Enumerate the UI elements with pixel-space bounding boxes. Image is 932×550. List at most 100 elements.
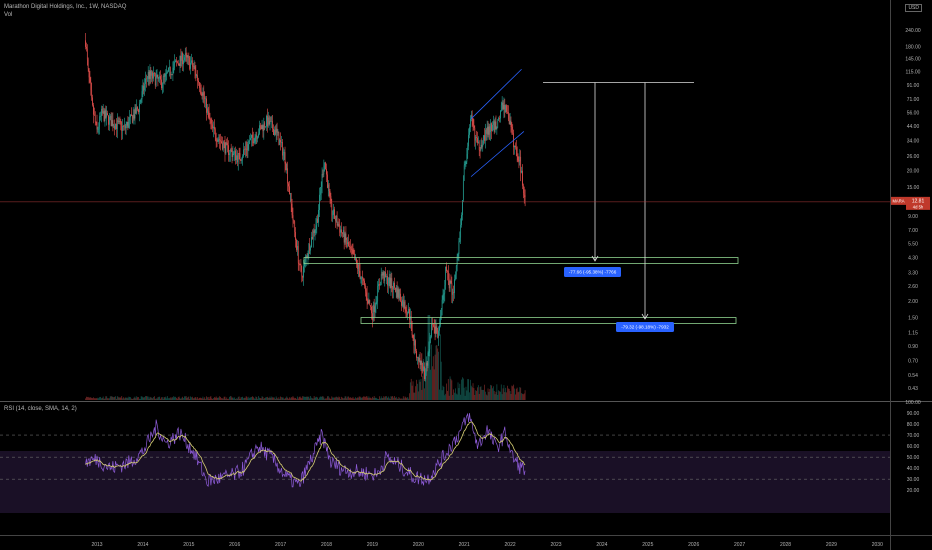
volume-bar-105 <box>177 397 179 400</box>
volume-bar-122 <box>192 398 194 400</box>
price-axis[interactable]: 240.00 180.00 145.00 115.00 91.00 71.00 56.00 4… <box>891 28 930 392</box>
volume-bar-208 <box>268 397 270 400</box>
price-candles[interactable] <box>85 32 526 382</box>
candle-body-206 <box>267 115 268 127</box>
volume-bar-492 <box>519 387 521 400</box>
volume-bar-312 <box>360 397 362 400</box>
volume-bar-248 <box>304 396 305 400</box>
candle-body-71 <box>147 72 149 77</box>
volume-bar-279 <box>331 396 333 400</box>
volume-bar-444 <box>477 387 478 400</box>
volume-bar-307 <box>356 398 357 400</box>
volume-bar-389 <box>428 315 430 400</box>
volume-bar-116 <box>187 397 189 400</box>
volume-bar-212 <box>272 397 274 400</box>
volume-bar-287 <box>338 396 340 400</box>
candle-body-39 <box>119 121 121 122</box>
volume-bar-243 <box>299 396 301 400</box>
year-label-2020: 2020 <box>413 542 424 548</box>
volume-bar-425 <box>460 394 462 400</box>
candle-body-397 <box>435 326 437 334</box>
currency-button[interactable]: USD <box>905 4 922 12</box>
candle-body-131 <box>200 91 202 94</box>
candle-body-183 <box>246 149 248 151</box>
volume-bar-203 <box>264 398 266 400</box>
volume-bar-374 <box>415 386 417 400</box>
candle-body-89 <box>163 76 165 77</box>
candle-body-264 <box>318 209 319 223</box>
volume-bar-175 <box>239 398 241 400</box>
candle-body-197 <box>259 125 260 134</box>
drawing-overlays[interactable]: -77.66 (-95.38%) -7766 -79.32 (-98.18%) -… <box>0 68 890 332</box>
candle-body-138 <box>206 108 208 113</box>
candle-body-279 <box>331 202 333 215</box>
year-label-2021: 2021 <box>459 542 470 548</box>
candle-body-490 <box>517 156 519 161</box>
candle-body-95 <box>169 66 170 68</box>
candle-body-386 <box>425 362 427 373</box>
candle-body-272 <box>325 162 326 170</box>
volume-bar-33 <box>114 396 116 400</box>
candle-body-15 <box>98 126 100 130</box>
volume-bar-93 <box>167 396 169 400</box>
volume-bar-434 <box>468 379 470 400</box>
volume-bar-44 <box>123 398 125 400</box>
candle-body-371 <box>412 335 414 339</box>
candle-body-201 <box>262 125 264 132</box>
candle-body-140 <box>208 111 210 118</box>
rsi-tick-50.00: 50.00 <box>907 455 920 461</box>
candle-body-154 <box>221 141 222 144</box>
candle-body-366 <box>408 309 409 314</box>
candle-body-148 <box>215 137 217 141</box>
candle-body-285 <box>336 216 338 226</box>
candle-body-374 <box>415 340 417 352</box>
candle-body-476 <box>505 105 507 113</box>
candle-body-410 <box>447 271 448 272</box>
candle-body-121 <box>191 60 193 67</box>
volume-bar-146 <box>213 397 215 400</box>
volume-bar-258 <box>312 398 314 400</box>
year-label-2028: 2028 <box>780 542 791 548</box>
candle-body-433 <box>467 146 469 155</box>
volume-bar-199 <box>260 398 262 400</box>
volume-bar-9 <box>93 397 94 400</box>
candle-body-40 <box>120 121 122 124</box>
candle-body-163 <box>229 153 230 155</box>
candle-body-442 <box>475 137 477 141</box>
candle-body-401 <box>439 325 440 331</box>
volume-label: Vol <box>4 12 13 18</box>
candle-body-214 <box>274 129 275 136</box>
candle-body-133 <box>202 92 204 96</box>
candle-body-414 <box>450 280 452 284</box>
volume-bar-458 <box>489 389 491 400</box>
candle-body-300 <box>349 246 351 248</box>
candle-body-251 <box>306 256 308 258</box>
candle-body-5 <box>89 77 91 83</box>
volume-bar-291 <box>341 397 343 400</box>
rsi-axis[interactable]: 100.00 90.00 80.00 70.00 60.00 50.00 40.00 30.0… <box>905 400 921 494</box>
candle-body-117 <box>188 56 190 58</box>
volume-bar-302 <box>351 398 353 400</box>
candle-body-200 <box>261 125 263 130</box>
price-tick-180.00: 180.00 <box>905 44 921 50</box>
volume-bar-223 <box>281 397 283 400</box>
candle-body-296 <box>346 239 348 245</box>
year-label-2015: 2015 <box>183 542 194 548</box>
price-tick-2.00: 2.00 <box>908 299 918 305</box>
candle-body-277 <box>329 191 331 197</box>
candle-body-252 <box>307 253 309 258</box>
time-axis[interactable]: 2013 2014 2015 2016 2017 2018 2019 2020 2021 2022… <box>91 542 883 548</box>
volume-bar-494 <box>521 393 522 400</box>
candle-body-263 <box>317 218 319 223</box>
candle-body-104 <box>176 61 178 63</box>
candle-body-418 <box>454 279 455 293</box>
price-symbol-badge-bg <box>891 196 906 205</box>
volume-bar-384 <box>424 388 425 400</box>
volume-bar-205 <box>266 397 267 400</box>
candle-body-333 <box>379 284 380 286</box>
candle-body-142 <box>210 118 212 123</box>
volume-bar-171 <box>236 398 237 400</box>
volume-bar-457 <box>488 391 490 400</box>
volume-bar-348 <box>392 396 394 400</box>
